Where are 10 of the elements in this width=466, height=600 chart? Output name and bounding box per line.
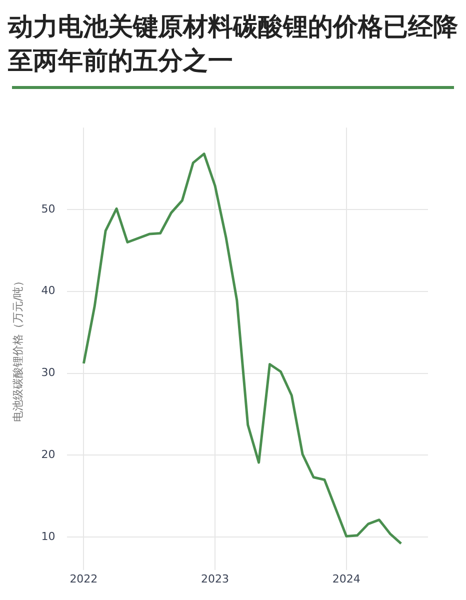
y-axis-title: 电池级碳酸锂价格（万元/吨） bbox=[11, 275, 24, 422]
y-tick-label: 20 bbox=[41, 448, 56, 462]
x-tick-label: 2023 bbox=[201, 572, 230, 586]
x-tick-label: 2022 bbox=[70, 572, 98, 586]
chart-title: 动力电池关键原材料碳酸锂的价格已经降至两年前的五分之一 bbox=[8, 11, 458, 77]
y-tick-label: 10 bbox=[41, 530, 56, 543]
y-tick-label: 50 bbox=[41, 202, 56, 216]
y-tick-label: 40 bbox=[41, 284, 56, 298]
y-tick-label: 30 bbox=[41, 366, 56, 380]
x-tick-label: 2024 bbox=[332, 572, 360, 586]
